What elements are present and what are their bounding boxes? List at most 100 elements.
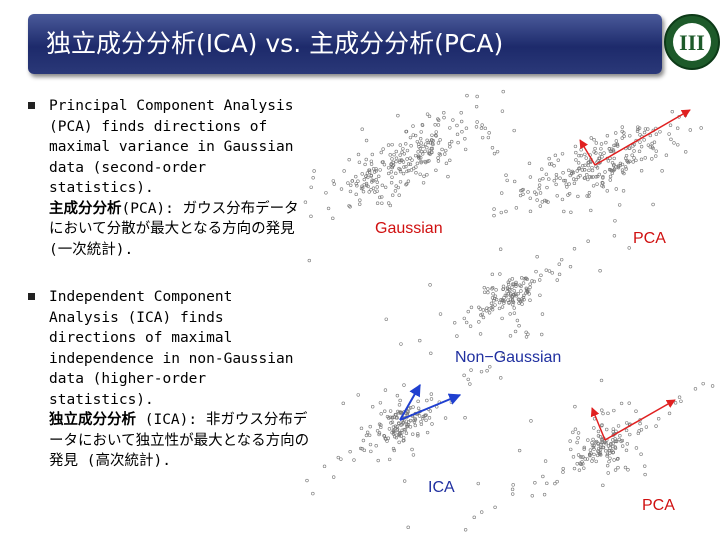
scatter-dot bbox=[406, 162, 411, 166]
scatter-dot bbox=[364, 138, 369, 143]
scatter-dot bbox=[392, 415, 396, 419]
scatter-dot bbox=[375, 180, 379, 184]
scatter-dot bbox=[387, 457, 392, 462]
scatter-dot bbox=[419, 419, 423, 424]
scatter-dot bbox=[670, 109, 674, 114]
scatter-dot bbox=[617, 437, 621, 442]
scatter-dot bbox=[592, 443, 596, 448]
scatter-dot bbox=[379, 412, 383, 416]
scatter-dot bbox=[654, 424, 658, 428]
scatter-dot bbox=[622, 171, 626, 176]
scatter-dot bbox=[425, 112, 430, 116]
scatter-dot bbox=[613, 446, 618, 450]
scatter-dot bbox=[582, 168, 587, 172]
scatter-dot bbox=[587, 168, 591, 173]
scatter-dot bbox=[367, 190, 371, 194]
scatter-dot bbox=[555, 194, 559, 198]
scatter-dot bbox=[528, 298, 532, 302]
scatter-dot bbox=[585, 173, 589, 177]
scatter-dot bbox=[374, 167, 378, 171]
scatter-dot bbox=[561, 470, 565, 474]
scatter-dot bbox=[594, 151, 598, 155]
arrow bbox=[579, 139, 596, 166]
scatter-dot bbox=[455, 123, 459, 128]
scatter-dot bbox=[394, 149, 398, 154]
scatter-dot bbox=[393, 435, 397, 439]
scatter-dot bbox=[582, 176, 587, 180]
scatter-dot bbox=[598, 434, 602, 439]
scatter-dot bbox=[652, 140, 657, 144]
scatter-dot bbox=[660, 169, 664, 173]
scatter-dot bbox=[418, 137, 423, 141]
scatter-dot bbox=[400, 150, 404, 154]
scatter-dot bbox=[452, 321, 457, 325]
scatter-dot bbox=[615, 142, 620, 146]
scatter-dot bbox=[377, 422, 382, 426]
scatter-dot bbox=[610, 147, 614, 151]
scatter-dot bbox=[545, 185, 549, 190]
scatter-dot bbox=[599, 142, 604, 146]
scatter-dot bbox=[427, 151, 431, 155]
scatter-dot bbox=[620, 136, 624, 140]
scatter-dot bbox=[589, 136, 593, 140]
scatter-dot bbox=[415, 161, 420, 166]
scatter-dot bbox=[620, 438, 625, 443]
scatter-dot bbox=[513, 329, 518, 334]
scatter-dot bbox=[389, 170, 394, 174]
scatter-dot bbox=[710, 384, 715, 388]
scatter-dot bbox=[462, 373, 466, 378]
scatter-dot bbox=[490, 307, 495, 312]
arrow bbox=[399, 393, 462, 421]
scatter-dot bbox=[371, 186, 376, 190]
scatter-dot bbox=[362, 182, 366, 187]
scatter-dot bbox=[348, 449, 352, 454]
scatter-dot bbox=[481, 315, 486, 320]
scatter-dot bbox=[651, 202, 655, 207]
scatter-dot bbox=[379, 150, 383, 155]
scatter-dot bbox=[611, 450, 615, 455]
scatter-dot bbox=[519, 284, 523, 289]
scatter-dot bbox=[575, 169, 579, 173]
scatter-dot bbox=[508, 334, 513, 338]
scatter-dot bbox=[406, 525, 410, 530]
arrow bbox=[604, 399, 676, 441]
scatter-dot bbox=[389, 181, 394, 185]
scatter-dot bbox=[428, 283, 432, 287]
scatter-dot bbox=[534, 192, 539, 196]
scatter-dot bbox=[367, 170, 372, 174]
scatter-dot bbox=[371, 167, 376, 171]
scatter-dot bbox=[582, 445, 586, 450]
scatter-dot bbox=[684, 150, 688, 154]
scatter-dot bbox=[380, 160, 385, 164]
scatter-dot bbox=[588, 175, 592, 179]
scatter-dot bbox=[413, 153, 418, 158]
scatter-dot bbox=[528, 175, 533, 179]
scatter-dot bbox=[611, 444, 615, 449]
scatter-dot bbox=[408, 425, 413, 429]
bullet-text: Independent Component Analysis (ICA) fin… bbox=[49, 289, 294, 408]
scatter-dot bbox=[398, 143, 402, 147]
scatter-dot bbox=[608, 448, 612, 453]
scatter-dot bbox=[533, 190, 537, 194]
scatter-dot bbox=[357, 160, 362, 164]
scatter-dot bbox=[586, 161, 590, 165]
scatter-dot bbox=[627, 401, 631, 405]
scatter-dot bbox=[331, 475, 336, 479]
scatter-dot bbox=[369, 159, 374, 163]
scatter-dot bbox=[380, 195, 384, 199]
scatter-dot bbox=[395, 393, 400, 398]
scatter-dot bbox=[398, 160, 402, 164]
scatter-dot bbox=[512, 282, 516, 286]
scatter-dot bbox=[364, 433, 369, 438]
scatter-dot bbox=[423, 142, 428, 146]
scatter-dot bbox=[626, 160, 631, 165]
scatter-dot bbox=[402, 383, 406, 387]
scatter-dot bbox=[585, 457, 590, 461]
scatter-dot bbox=[554, 176, 559, 180]
scatter-dot bbox=[628, 146, 632, 150]
arrow bbox=[594, 109, 691, 166]
scatter-dot bbox=[529, 419, 533, 423]
scatter-dot bbox=[468, 324, 473, 328]
scatter-dot bbox=[421, 181, 426, 185]
scatter-dot bbox=[650, 157, 654, 161]
